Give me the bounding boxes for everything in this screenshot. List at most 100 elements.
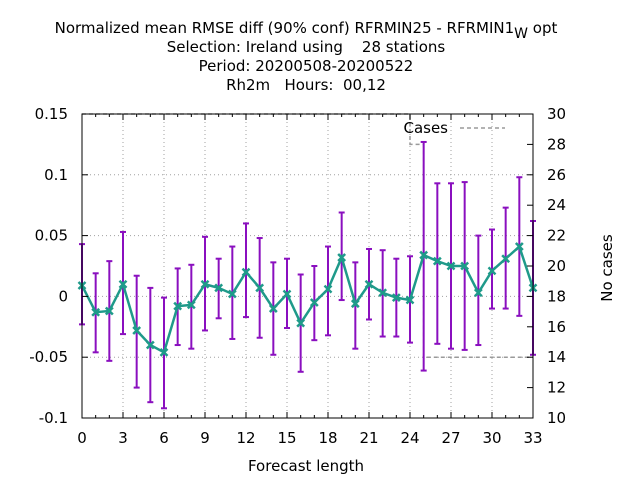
y2-tick-label: 18 bbox=[547, 287, 566, 305]
mean-point bbox=[460, 261, 470, 271]
mean-point bbox=[282, 289, 292, 299]
mean-point bbox=[200, 279, 210, 289]
mean-point-stroke bbox=[227, 289, 237, 299]
mean-point-stroke bbox=[132, 326, 142, 335]
mean-point bbox=[145, 340, 155, 350]
y2-tick-label: 28 bbox=[547, 135, 566, 153]
mean-point-stroke bbox=[159, 347, 169, 357]
y2-tick-label: 30 bbox=[547, 105, 566, 123]
mean-point-stroke bbox=[446, 261, 456, 271]
y2-tick-label: 26 bbox=[547, 166, 566, 184]
mean-point-stroke bbox=[214, 283, 224, 293]
mean-point-stroke bbox=[501, 254, 511, 264]
y2-tick-label: 10 bbox=[547, 409, 566, 427]
mean-points bbox=[77, 242, 538, 357]
mean-point-stroke bbox=[378, 288, 388, 298]
mean-point bbox=[378, 288, 388, 298]
errorbar bbox=[434, 182, 441, 345]
legend-label-cases: Cases bbox=[403, 119, 448, 137]
mean-point bbox=[91, 307, 101, 317]
x-tick-label: 0 bbox=[77, 429, 87, 447]
mean-point-stroke bbox=[419, 250, 429, 260]
x-tick-label: 33 bbox=[523, 429, 542, 447]
x-tick-label: 3 bbox=[118, 429, 128, 447]
mean-point-stroke bbox=[405, 295, 415, 305]
mean-point-stroke bbox=[91, 307, 101, 317]
mean-point-stroke bbox=[255, 283, 265, 293]
mean-point bbox=[214, 283, 224, 293]
mean-point-stroke bbox=[350, 299, 360, 309]
legend: Cases bbox=[403, 119, 505, 137]
mean-point-stroke bbox=[309, 298, 319, 307]
mean-point-stroke bbox=[364, 279, 374, 289]
mean-point-stroke bbox=[514, 242, 524, 251]
mean-point bbox=[487, 266, 497, 276]
x-tick-label: 15 bbox=[277, 429, 296, 447]
mean-point-stroke bbox=[241, 267, 251, 277]
mean-point bbox=[268, 304, 278, 313]
x-tick-label: 6 bbox=[159, 429, 169, 447]
x-tick-label: 12 bbox=[236, 429, 255, 447]
y-tick-label: 0.15 bbox=[35, 105, 68, 123]
mean-point-stroke bbox=[200, 279, 210, 289]
mean-point bbox=[255, 283, 265, 293]
mean-line bbox=[80, 244, 535, 355]
mean-point bbox=[514, 242, 524, 251]
mean-point bbox=[241, 267, 251, 277]
mean-point-stroke bbox=[296, 318, 306, 328]
errorbar bbox=[325, 245, 331, 337]
y2-tick-label: 24 bbox=[547, 196, 566, 214]
mean-point-stroke bbox=[337, 253, 347, 262]
mean-point bbox=[309, 298, 319, 307]
y2-tick-labels: 10 12 14 16 18 20 22 24 26 28 30 bbox=[547, 105, 566, 427]
x-tick-label: 21 bbox=[359, 429, 378, 447]
title-suffix: opt bbox=[528, 19, 557, 37]
y-tick-label: 0.1 bbox=[44, 166, 68, 184]
x-tick-labels: 0 3 6 9 12 15 18 21 24 27 30 33 bbox=[77, 429, 542, 447]
mean-point bbox=[186, 300, 196, 310]
mean-point-stroke bbox=[282, 289, 292, 299]
mean-point bbox=[337, 253, 347, 262]
mean-point-stroke bbox=[118, 279, 128, 289]
mean-point bbox=[419, 250, 429, 260]
x-tick-label: 18 bbox=[318, 429, 337, 447]
x-tick-label: 9 bbox=[200, 429, 210, 447]
y2-tick-label: 14 bbox=[547, 348, 566, 366]
mean-series bbox=[80, 244, 535, 355]
mean-point-stroke bbox=[460, 261, 470, 271]
mean-point-stroke bbox=[391, 293, 401, 302]
y-tick-labels: -0.1 -0.05 0 0.05 0.1 0.15 bbox=[29, 105, 68, 427]
x-axis-label: Forecast length bbox=[248, 457, 364, 475]
mean-point bbox=[446, 261, 456, 271]
y-tick-label: 0 bbox=[58, 287, 68, 305]
y-tick-label: -0.05 bbox=[29, 348, 68, 366]
mean-point-stroke bbox=[432, 256, 442, 266]
title-line-3: Period: 20200508-20200522 bbox=[199, 57, 414, 75]
mean-point bbox=[118, 279, 128, 289]
chart-title: Normalized mean RMSE diff (90% conf) RFR… bbox=[55, 19, 558, 94]
errorbar bbox=[489, 228, 495, 310]
mean-point-stroke bbox=[186, 300, 196, 310]
mean-point bbox=[323, 284, 333, 294]
mean-point-stroke bbox=[145, 340, 155, 350]
mean-point bbox=[104, 306, 114, 316]
mean-point bbox=[432, 256, 442, 266]
mean-point bbox=[350, 299, 360, 309]
mean-point-stroke bbox=[323, 284, 333, 294]
mean-point-stroke bbox=[487, 266, 497, 276]
mean-point bbox=[364, 279, 374, 289]
errorbar bbox=[188, 263, 195, 350]
mean-point-stroke bbox=[473, 288, 483, 298]
title-line-2: Selection: Ireland using 28 stations bbox=[167, 38, 446, 56]
x-tick-label: 30 bbox=[482, 429, 501, 447]
y2-tick-label: 16 bbox=[547, 318, 566, 336]
x-tick-label: 24 bbox=[400, 429, 419, 447]
y2-tick-label: 22 bbox=[547, 227, 566, 245]
title-line-1: Normalized mean RMSE diff (90% conf) RFR… bbox=[55, 19, 558, 42]
confidence-errorbars bbox=[79, 140, 536, 410]
mean-point-stroke bbox=[268, 304, 278, 313]
mean-point bbox=[173, 301, 183, 311]
x-tick-label: 27 bbox=[441, 429, 460, 447]
mean-point bbox=[296, 318, 306, 328]
